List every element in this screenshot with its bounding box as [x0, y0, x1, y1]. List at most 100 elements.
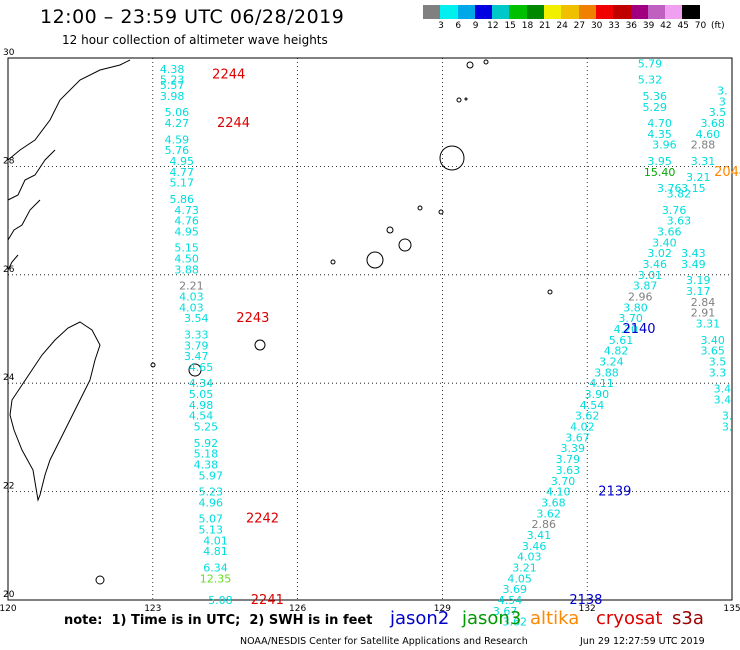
swh-value: 2.91 — [691, 307, 716, 320]
pass-number: 2044 — [714, 165, 740, 180]
swh-value: 3. — [722, 421, 733, 434]
swh-value: 5.15 — [174, 242, 199, 255]
island-outline — [417, 205, 423, 211]
map-frame — [7, 57, 733, 601]
lat-tick-label: 20 — [3, 590, 15, 600]
swh-value: 4.02 — [570, 421, 595, 434]
colorbar-label: 45 — [677, 21, 689, 31]
colorbar-label: 9 — [472, 21, 479, 31]
swh-value: 4.54 — [580, 399, 605, 412]
island-outline — [150, 362, 156, 368]
footer-note: note: 1) Time is in UTC; 2) SWH is in fe… — [64, 613, 373, 628]
swh-value: 4.03 — [179, 301, 204, 314]
swh-value: 3.5 — [709, 356, 727, 369]
swh-value: 5.23 — [198, 486, 223, 499]
swh-value: 3.24 — [599, 356, 624, 369]
lon-tick-label: 126 — [289, 604, 306, 614]
page-subtitle: 12 hour collection of altimeter wave hei… — [62, 33, 328, 47]
colorbar-label: 39 — [642, 21, 655, 31]
swh-value: 2.84 — [691, 296, 716, 309]
swh-value: 3.01 — [638, 269, 663, 282]
swh-value: 5.23 — [160, 74, 185, 87]
swh-value: 4.81 — [203, 545, 228, 558]
island-outline — [366, 251, 384, 269]
swh-value: 3.49 — [681, 258, 706, 271]
colorbar-label: 15 — [504, 21, 516, 31]
swh-value: 4.73 — [174, 204, 199, 217]
island-outline — [464, 97, 468, 101]
swh-value: 4.38 — [194, 459, 219, 472]
swh-value: 4.54 — [498, 594, 523, 607]
swh-value: 3.76 — [657, 182, 682, 195]
colorbar-label: 36 — [625, 21, 638, 31]
swh-value: 5.92 — [194, 437, 219, 450]
page-title: 12:00 – 23:59 UTC 06/28/2019 — [40, 6, 345, 28]
swh-value: 4.82 — [604, 345, 629, 358]
swh-value: 3.76 — [662, 204, 687, 217]
legend-entry: cryosat — [596, 608, 663, 629]
island-outline — [483, 59, 489, 65]
colorbar-swatch — [682, 5, 700, 19]
lon-tick-label: 120 — [0, 604, 17, 614]
colorbar-label: 6 — [455, 21, 462, 31]
swh-value: 3.21 — [686, 171, 711, 184]
colorbar-labels: 3 6 9 12 15 18 21 24 27 30 33 36 39 42 45 70 (ft) — [423, 21, 724, 35]
colorbar-swatch — [440, 5, 458, 19]
pass-number: 2243 — [236, 311, 269, 326]
colorbar-swatch — [578, 5, 596, 19]
swh-value: 5.06 — [165, 106, 190, 119]
swh-value: 3.90 — [585, 388, 610, 401]
swh-value: 3.46 — [643, 258, 668, 271]
swh-value: 5.86 — [170, 193, 195, 206]
pass-number: 2241 — [251, 593, 284, 608]
swh-value: 5.79 — [638, 57, 663, 70]
swh-value: 3.54 — [184, 312, 209, 325]
swh-value: 3.63 — [667, 215, 692, 228]
swh-value: 3.80 — [623, 301, 648, 314]
swh-value: 3.69 — [503, 583, 528, 596]
swh-value: 3.40 — [652, 236, 677, 249]
lon-tick-label: 123 — [144, 604, 161, 614]
swh-value: 3.82 — [667, 188, 692, 201]
swh-value: 3.87 — [633, 280, 658, 293]
swh-value: 3.62 — [575, 410, 600, 423]
swh-value: 3.40 — [700, 334, 725, 347]
swh-value: 4.98 — [189, 399, 214, 412]
swh-value: 3.96 — [652, 139, 677, 152]
swh-value: 4.10 — [546, 486, 571, 499]
colorbar-label: 70 — [694, 21, 707, 31]
legend-entry: altika — [530, 608, 580, 629]
swh-value: 4.77 — [170, 166, 195, 179]
lat-tick-label: 26 — [3, 265, 15, 275]
colorbar-label: 12 — [487, 21, 499, 31]
colorbar-swatch — [595, 5, 614, 19]
swh-value: 4.35 — [647, 128, 672, 141]
colorbar-swatch — [492, 5, 510, 19]
colorbar-label: 30 — [590, 21, 603, 31]
swh-value: 5.32 — [638, 74, 663, 87]
island-outline — [439, 145, 465, 171]
footer-credit: NOAA/NESDIS Center for Satellite Applica… — [240, 636, 528, 647]
swh-value: 4.70 — [647, 117, 672, 130]
swh-value: 3.63 — [556, 464, 581, 477]
swh-value: 4.50 — [174, 253, 199, 266]
swh-value: 3.79 — [184, 339, 209, 352]
swh-value: 4.27 — [165, 117, 190, 130]
swh-value: 3.3 — [709, 366, 727, 379]
colorbar-swatch — [613, 5, 631, 19]
lon-tick-label: 135 — [723, 604, 740, 614]
swh-value: 5.57 — [160, 79, 185, 92]
swh-value: 3.98 — [160, 90, 185, 103]
pass-number: 2244 — [212, 67, 245, 82]
swh-value: 4.05 — [507, 572, 532, 585]
lat-tick-label: 28 — [3, 156, 15, 166]
swh-value: 3. — [717, 85, 728, 98]
swh-value: 3.33 — [184, 328, 209, 341]
lon-tick-label: 132 — [579, 604, 596, 614]
colorbar-label: 24 — [556, 21, 568, 31]
swh-value: 3.67 — [493, 605, 518, 618]
swh-value: 5.08 — [208, 594, 233, 607]
swh-value: 3.62 — [536, 507, 561, 520]
swh-value: 15.40 — [644, 166, 676, 179]
